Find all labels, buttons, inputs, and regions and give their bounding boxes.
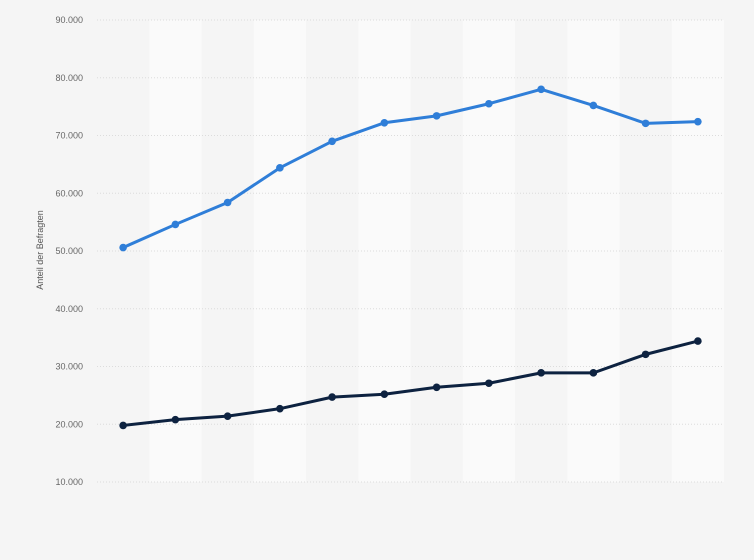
data-point bbox=[641, 350, 650, 359]
y-tick-label: 50.000 bbox=[55, 246, 83, 256]
data-series bbox=[119, 85, 702, 430]
y-tick-label: 40.000 bbox=[55, 304, 83, 314]
y-tick-label: 90.000 bbox=[55, 15, 83, 25]
data-point bbox=[694, 117, 702, 126]
data-point bbox=[223, 198, 232, 207]
y-tick-label: 80.000 bbox=[55, 73, 83, 83]
data-point bbox=[223, 412, 232, 420]
y-tick-label: 60.000 bbox=[55, 188, 83, 198]
data-point bbox=[589, 369, 598, 377]
column-bands bbox=[97, 20, 724, 482]
column-band bbox=[619, 20, 672, 482]
data-point bbox=[276, 164, 284, 172]
data-point bbox=[119, 421, 127, 430]
data-point bbox=[432, 112, 441, 120]
data-point bbox=[694, 337, 702, 345]
data-point bbox=[171, 415, 180, 424]
column-band bbox=[462, 20, 515, 482]
data-point bbox=[276, 404, 284, 413]
data-point bbox=[537, 369, 545, 377]
data-point bbox=[537, 85, 545, 94]
data-point bbox=[589, 101, 598, 110]
y-axis-ticks: 10.000 20.000 30.000 40.000 50.000 60.000 70.0… bbox=[55, 15, 83, 487]
data-point bbox=[380, 118, 389, 127]
column-band bbox=[567, 20, 620, 482]
gridlines bbox=[97, 19, 724, 483]
y-tick-label: 70.000 bbox=[55, 131, 83, 141]
data-point bbox=[328, 393, 336, 401]
series-line bbox=[121, 87, 700, 250]
column-band bbox=[201, 20, 254, 482]
data-point bbox=[119, 243, 127, 252]
data-point bbox=[380, 390, 389, 399]
data-point bbox=[485, 99, 493, 108]
data-point bbox=[328, 137, 336, 146]
y-axis-label: Anteil der Befragten bbox=[35, 210, 45, 290]
series-2 bbox=[119, 337, 702, 430]
series-1 bbox=[119, 85, 702, 252]
series-line bbox=[121, 339, 700, 427]
data-point bbox=[171, 220, 180, 229]
column-band bbox=[358, 20, 411, 482]
data-point bbox=[641, 119, 650, 128]
y-tick-label: 30.000 bbox=[55, 362, 83, 372]
y-tick-label: 20.000 bbox=[55, 419, 83, 429]
y-tick-label: 10.000 bbox=[55, 477, 83, 487]
data-point bbox=[432, 383, 441, 392]
data-point bbox=[485, 379, 493, 388]
